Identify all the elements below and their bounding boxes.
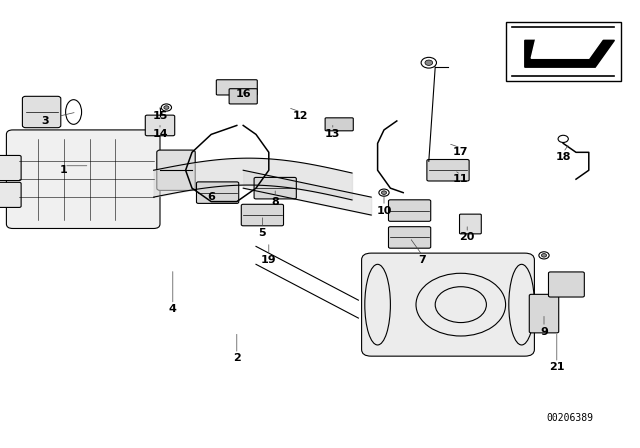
FancyBboxPatch shape — [427, 159, 469, 181]
Text: 6: 6 — [207, 192, 215, 202]
Text: 7: 7 — [419, 255, 426, 265]
FancyBboxPatch shape — [460, 214, 481, 234]
FancyBboxPatch shape — [254, 177, 296, 199]
Text: 19: 19 — [261, 255, 276, 265]
Text: 18: 18 — [556, 152, 571, 162]
Polygon shape — [525, 40, 614, 67]
FancyBboxPatch shape — [388, 200, 431, 221]
FancyBboxPatch shape — [22, 96, 61, 128]
Text: 17: 17 — [453, 147, 468, 157]
Text: 3: 3 — [41, 116, 49, 126]
Text: 1: 1 — [60, 165, 68, 175]
Text: 10: 10 — [376, 206, 392, 215]
FancyBboxPatch shape — [145, 115, 175, 136]
Text: 15: 15 — [152, 112, 168, 121]
Text: 12: 12 — [293, 112, 308, 121]
Text: 16: 16 — [236, 89, 251, 99]
Circle shape — [381, 191, 387, 194]
FancyBboxPatch shape — [388, 227, 431, 248]
Text: 2: 2 — [233, 353, 241, 363]
FancyBboxPatch shape — [196, 182, 239, 203]
FancyBboxPatch shape — [0, 182, 21, 207]
Polygon shape — [531, 31, 608, 58]
Text: 14: 14 — [152, 129, 168, 139]
Circle shape — [337, 124, 342, 127]
FancyBboxPatch shape — [325, 118, 353, 131]
FancyBboxPatch shape — [6, 130, 160, 228]
Text: 13: 13 — [325, 129, 340, 139]
Bar — [506, 22, 621, 81]
FancyBboxPatch shape — [362, 253, 534, 356]
Text: 00206389: 00206389 — [546, 414, 593, 423]
FancyBboxPatch shape — [157, 150, 195, 190]
Text: 4: 4 — [169, 304, 177, 314]
FancyBboxPatch shape — [548, 272, 584, 297]
FancyBboxPatch shape — [241, 204, 284, 226]
Circle shape — [541, 254, 547, 257]
FancyBboxPatch shape — [0, 155, 21, 181]
Text: 20: 20 — [460, 233, 475, 242]
Text: 21: 21 — [549, 362, 564, 372]
FancyBboxPatch shape — [229, 89, 257, 104]
FancyBboxPatch shape — [216, 80, 257, 95]
FancyBboxPatch shape — [529, 294, 559, 333]
Circle shape — [164, 106, 169, 109]
Text: 11: 11 — [453, 174, 468, 184]
Circle shape — [425, 60, 433, 65]
Text: 5: 5 — [259, 228, 266, 238]
Text: 9: 9 — [540, 327, 548, 336]
Text: 8: 8 — [271, 197, 279, 207]
